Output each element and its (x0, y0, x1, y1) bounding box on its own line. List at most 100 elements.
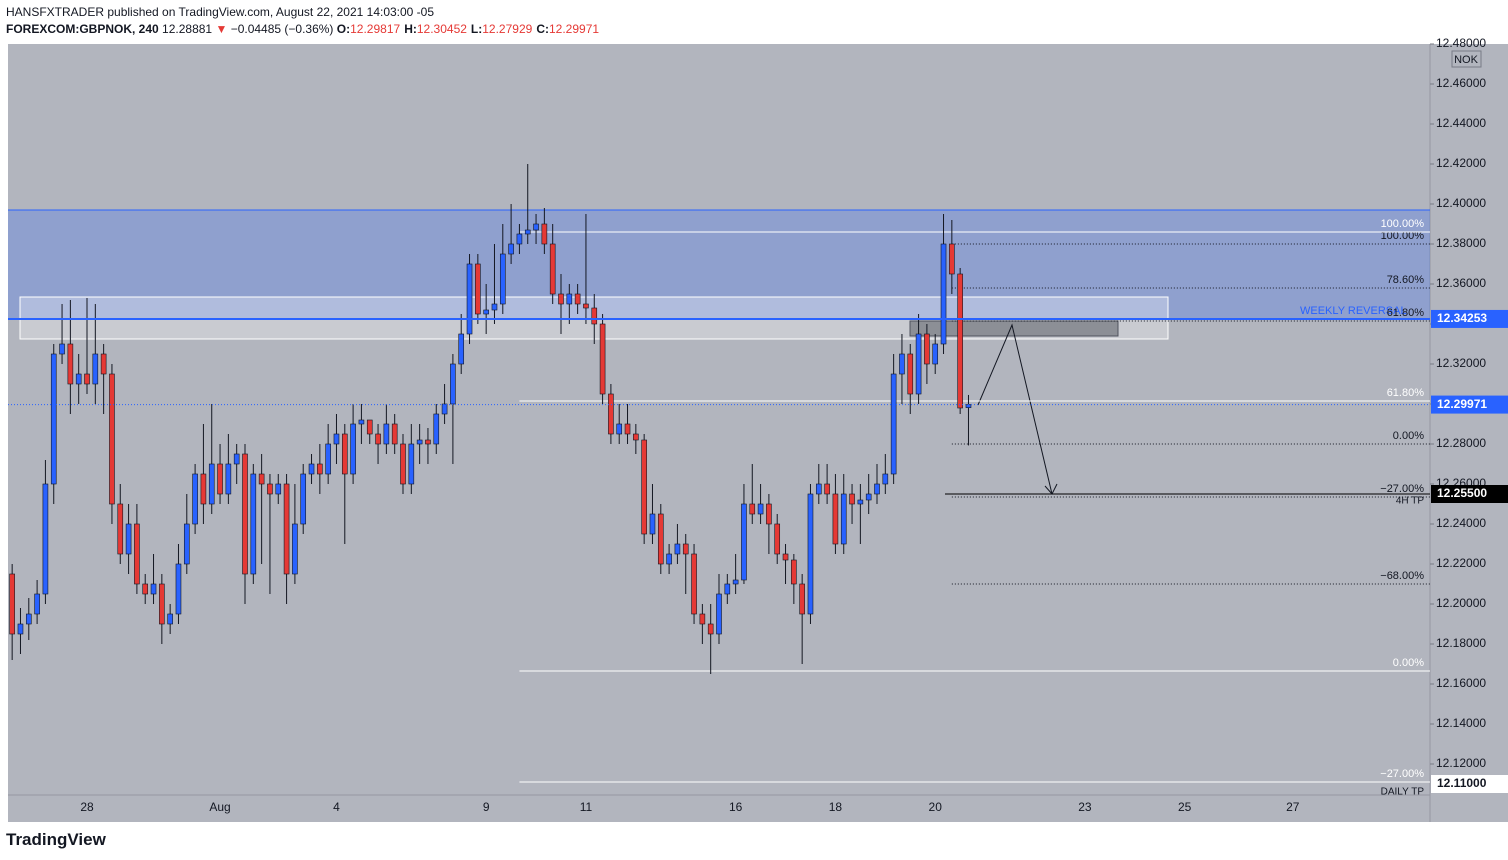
candle-body (832, 493, 839, 545)
candle-body (67, 343, 74, 385)
candle-body (9, 573, 15, 635)
candle-body (483, 309, 489, 315)
candle-body (175, 563, 182, 615)
x-tick-label: 27 (1286, 800, 1300, 814)
candle-body (325, 443, 331, 475)
candle-body (250, 473, 257, 575)
candle-body (242, 453, 248, 575)
candle-body (774, 523, 781, 555)
candle-body (375, 433, 381, 445)
note: DAILY TP (1381, 787, 1425, 798)
candle-body (408, 443, 415, 485)
candle-body (799, 583, 805, 615)
candle-body (940, 243, 947, 345)
candle-body (741, 503, 747, 581)
candle-body (907, 353, 914, 395)
candle-body (724, 583, 731, 595)
candle-body (109, 373, 115, 505)
y-tick-label: 12.32000 (1436, 356, 1486, 370)
candle-body (17, 623, 24, 635)
candle-body (433, 413, 440, 445)
candle-body (75, 373, 82, 385)
candle-body (915, 333, 922, 395)
x-tick-label: 4 (333, 800, 340, 814)
fib-label: −68.00% (1380, 570, 1424, 582)
candle-body (957, 273, 963, 409)
candle-body (574, 293, 581, 305)
change: −0.04485 (−0.36%) (230, 22, 334, 36)
y-tick-label: 12.16000 (1436, 676, 1486, 690)
x-tick-label: 23 (1078, 800, 1092, 814)
candle-body (225, 463, 232, 495)
candle-body (874, 483, 880, 495)
fib-label: 100.00% (1381, 230, 1425, 242)
candle-body (366, 419, 373, 435)
ohlc: O:12.29817 H:12.30452 L:12.27929 C:12.29971 (337, 22, 603, 36)
candle-body (691, 553, 697, 615)
x-tick-label: 28 (80, 800, 94, 814)
candle-body (865, 493, 872, 501)
candle-body (807, 493, 814, 615)
y-tick-label: 12.12000 (1436, 756, 1486, 770)
candle-body (890, 373, 897, 475)
candle-body (782, 553, 789, 561)
candle-body (350, 423, 356, 475)
candle-body (599, 323, 606, 395)
candle-body (400, 443, 406, 485)
price-label-box (1431, 775, 1508, 793)
candle-body (815, 483, 822, 495)
candle-body (499, 253, 506, 305)
candle-body (300, 473, 307, 525)
candle-body (475, 263, 481, 315)
currency-box (1451, 50, 1482, 68)
candle-body (84, 373, 90, 385)
fib-label: 0.00% (1393, 657, 1424, 669)
candle-body (591, 307, 598, 325)
y-tick-label: 12.18000 (1436, 636, 1486, 650)
candle-body (541, 223, 548, 245)
price-label: 12.11000 (1437, 776, 1487, 790)
candle-body (857, 499, 864, 505)
candle-body (616, 423, 623, 435)
candle-body (849, 493, 855, 505)
projection-arrow (977, 323, 1053, 495)
y-tick-label: 12.20000 (1436, 596, 1486, 610)
price-label-box (1431, 395, 1508, 414)
fib-label: −27.00% (1380, 483, 1424, 495)
candle-body (466, 263, 473, 335)
candle-body (766, 503, 772, 525)
price-label-box (1431, 309, 1508, 328)
candle-body (50, 353, 57, 485)
ohlc-value: 12.29971 (548, 22, 600, 36)
candle-body (59, 343, 65, 355)
candle-body (516, 233, 523, 245)
candle-body (159, 583, 165, 625)
candle-body (416, 439, 423, 445)
ohlc-value: 12.29817 (350, 22, 401, 36)
candle-body (707, 623, 714, 635)
y-tick-label: 12.24000 (1436, 516, 1486, 530)
candle-body (732, 579, 739, 585)
x-tick-label: Aug (209, 800, 230, 814)
ohlc-key: C: (536, 22, 549, 36)
candle-body (583, 303, 589, 309)
ohlc-value: 12.30452 (416, 22, 467, 36)
x-tick-label: 18 (829, 800, 843, 814)
fib-label: 0.00% (1393, 430, 1424, 442)
ohlc-key: O: (336, 22, 351, 36)
candle-body (308, 463, 315, 475)
candle-body (283, 483, 290, 575)
candle-body (425, 439, 431, 445)
candle-body (624, 423, 631, 435)
symbol: FOREXCOM:GBPNOK, 240 (6, 22, 159, 36)
y-tick-label: 12.14000 (1436, 716, 1486, 730)
arrow-head (1044, 483, 1058, 495)
candle-body (34, 593, 40, 615)
candle-body (657, 513, 664, 565)
candle-body (458, 333, 465, 365)
x-tick-label: 20 (929, 800, 943, 814)
candle-body (566, 293, 573, 305)
fib-label: 100.00% (1381, 218, 1425, 230)
candle-body (682, 543, 689, 555)
candle-body (267, 483, 273, 495)
